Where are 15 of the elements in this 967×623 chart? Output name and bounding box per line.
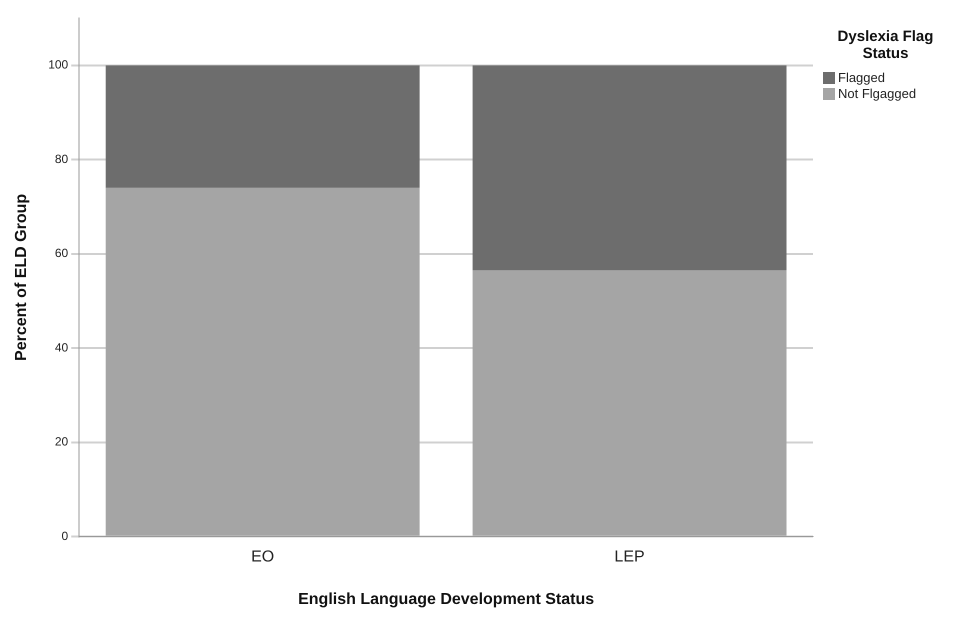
- legend-label: Flagged: [838, 70, 885, 85]
- bar: [106, 65, 420, 188]
- legend-title: Dyslexia Flag Status: [836, 28, 934, 62]
- y-tick-label: 100: [48, 58, 69, 72]
- x-tick-label: EO: [251, 548, 274, 566]
- y-tick-label: 0: [62, 528, 69, 543]
- legend-label: Not Flgagged: [838, 86, 916, 101]
- y-axis-title: Percent of ELD Group: [13, 194, 30, 361]
- y-tick-label: 60: [54, 246, 69, 260]
- y-tick-label: 80: [54, 152, 69, 166]
- y-tick-label: 20: [54, 434, 69, 449]
- bar: [472, 65, 787, 270]
- x-axis-title: English Language Development Status: [298, 590, 594, 608]
- y-tick-label: 40: [54, 340, 69, 354]
- x-tick-label: LEP: [614, 548, 645, 566]
